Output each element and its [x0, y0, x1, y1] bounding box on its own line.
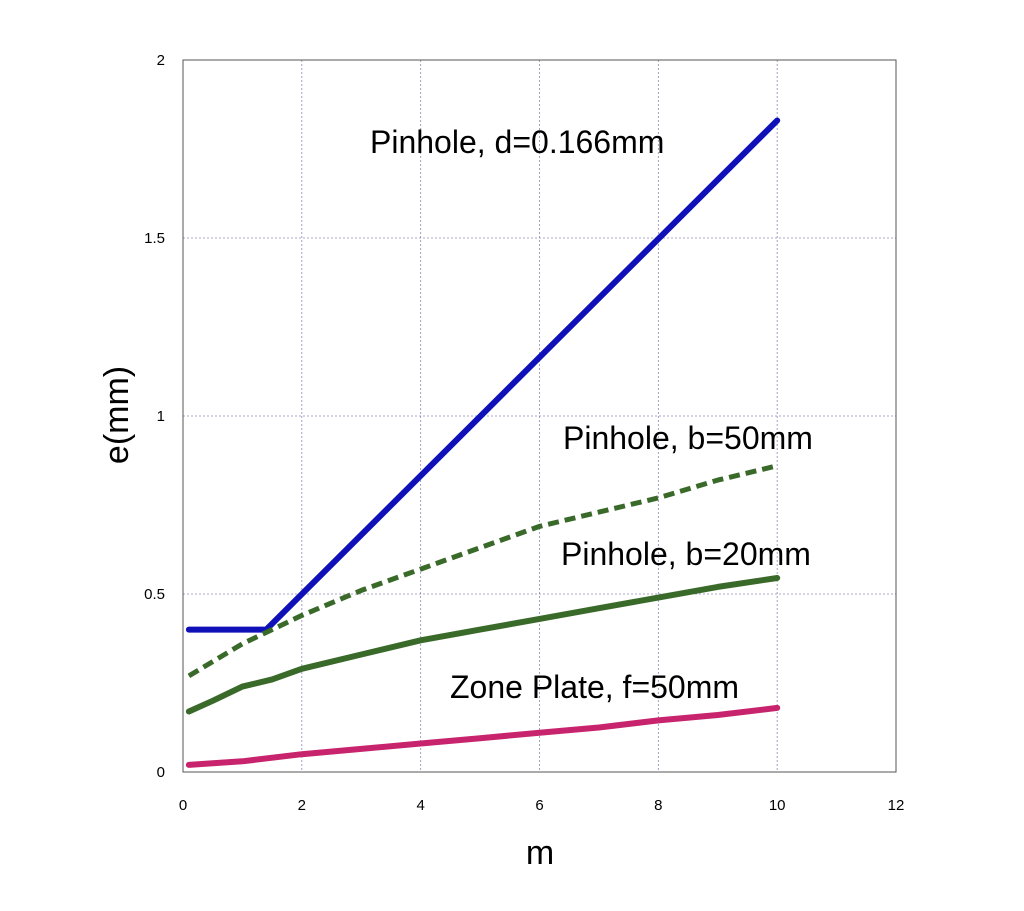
annotation-zone-plate-f-50mm: Zone Plate, f=50mm	[450, 669, 739, 705]
ticks: 0 2 4 6 8 10 12 0 0.5 1 1.5 2	[144, 52, 904, 814]
plot-frame	[182, 59, 897, 773]
plot-border	[182, 59, 897, 773]
x-tick-label: 8	[654, 797, 662, 814]
x-tick-label: 10	[769, 797, 786, 814]
annotations: Pinhole, d=0.166mm Pinhole, b=50mm Pinhole…	[370, 124, 813, 705]
series-line-pinhole-b-20mm	[185, 575, 781, 715]
annotation-pinhole-d-0166mm: Pinhole, d=0.166mm	[370, 124, 664, 160]
grid	[183, 60, 896, 772]
y-tick-label: 1	[157, 408, 165, 425]
annotation-pinhole-b-20mm: Pinhole, b=20mm	[561, 536, 811, 572]
x-tick-label: 2	[298, 797, 306, 814]
series-layer	[185, 117, 781, 768]
x-tick-label: 12	[888, 797, 905, 814]
series-line-pinhole-d-0166mm	[185, 117, 781, 633]
x-tick-label: 6	[535, 797, 543, 814]
y-tick-label: 0.5	[144, 586, 165, 603]
y-tick-label: 0	[157, 764, 165, 781]
x-tick-label: 0	[179, 797, 187, 814]
y-axis-label: e(mm)	[98, 366, 136, 464]
series-line-pinhole-b-50mm	[187, 463, 778, 679]
y-tick-label: 2	[157, 52, 165, 69]
x-axis-label: m	[526, 834, 554, 872]
series-line-zone-plate-f-50mm	[185, 704, 781, 768]
annotation-pinhole-b-50mm: Pinhole, b=50mm	[563, 420, 813, 456]
x-tick-label: 4	[416, 797, 424, 814]
y-tick-label: 1.5	[144, 230, 165, 247]
